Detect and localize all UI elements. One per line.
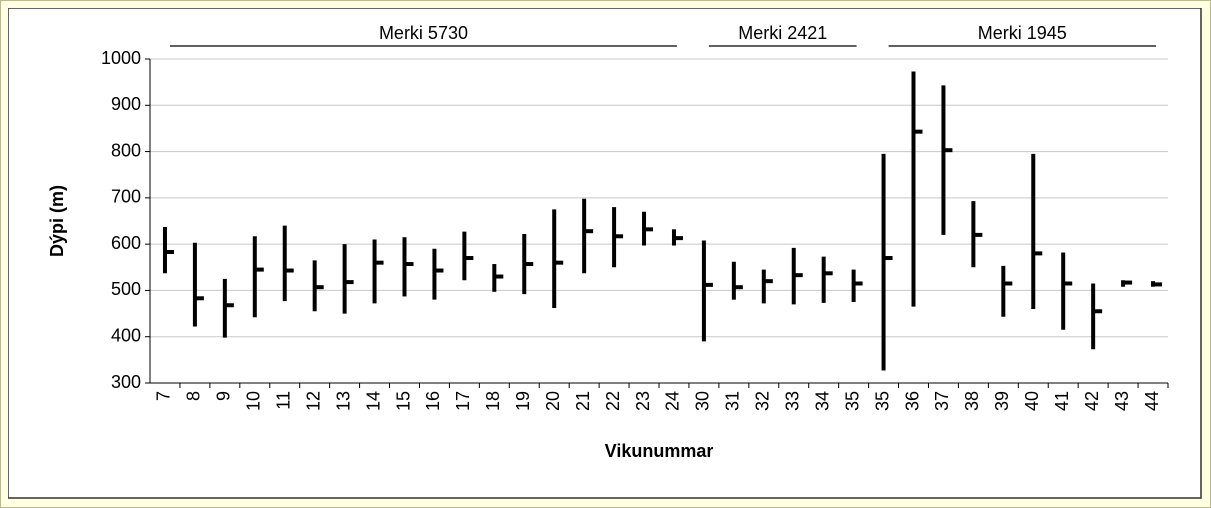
x-tick-label: 18 xyxy=(483,391,503,411)
x-tick-label: 13 xyxy=(333,391,353,411)
x-tick-label: 20 xyxy=(543,391,563,411)
x-tick-label: 23 xyxy=(633,391,653,411)
x-tick-label: 40 xyxy=(1022,391,1042,411)
y-tick-label: 1000 xyxy=(101,48,141,68)
x-tick-label: 9 xyxy=(214,391,234,401)
x-tick-label: 32 xyxy=(753,391,773,411)
x-tick-label: 37 xyxy=(932,391,952,411)
x-tick-label: 10 xyxy=(244,391,264,411)
x-tick-label: 39 xyxy=(992,391,1012,411)
x-tick-label: 12 xyxy=(303,391,323,411)
y-tick-label: 900 xyxy=(111,94,141,114)
x-tick-label: 19 xyxy=(513,391,533,411)
y-tick-label: 700 xyxy=(111,187,141,207)
y-tick-label: 400 xyxy=(111,325,141,345)
x-tick-label: 15 xyxy=(393,391,413,411)
x-tick-label: 8 xyxy=(184,391,204,401)
y-tick-label: 500 xyxy=(111,279,141,299)
group-label: Merki 2421 xyxy=(738,23,827,43)
y-tick-label: 300 xyxy=(111,372,141,392)
group-label: Merki 1945 xyxy=(978,23,1067,43)
x-tick-label: 21 xyxy=(573,391,593,411)
group-label: Merki 5730 xyxy=(379,23,468,43)
x-tick-label: 33 xyxy=(782,391,802,411)
chart: Vikunummar Dýpi (m) 300 400 500 600 700 800 90… xyxy=(8,8,1202,499)
x-tick-label: 42 xyxy=(1082,391,1102,411)
x-tick-label: 44 xyxy=(1142,391,1162,411)
x-tick-label: 11 xyxy=(273,391,293,410)
chart-panel xyxy=(8,8,1202,499)
x-axis-title: Vikunummar xyxy=(605,441,714,461)
x-tick-label: 35 xyxy=(842,391,862,411)
y-tick-label: 600 xyxy=(111,233,141,253)
x-tick-label: 34 xyxy=(812,391,832,411)
x-tick-label: 36 xyxy=(902,391,922,411)
x-tick-label: 22 xyxy=(603,391,623,411)
x-tick-label: 43 xyxy=(1112,391,1132,411)
x-tick-label: 14 xyxy=(363,391,383,411)
x-tick-label: 7 xyxy=(154,391,174,401)
x-tick-label: 31 xyxy=(723,391,743,411)
x-tick-label: 30 xyxy=(693,391,713,411)
x-tick-label: 24 xyxy=(663,391,683,411)
x-tick-label: 41 xyxy=(1052,391,1072,411)
x-tick-label: 17 xyxy=(453,391,473,411)
x-tick-label: 38 xyxy=(962,391,982,411)
y-axis-title: Dýpi (m) xyxy=(47,185,67,257)
x-tick-label: 16 xyxy=(423,391,443,411)
y-tick-label: 800 xyxy=(111,140,141,160)
x-tick-label: 35 xyxy=(872,391,892,411)
